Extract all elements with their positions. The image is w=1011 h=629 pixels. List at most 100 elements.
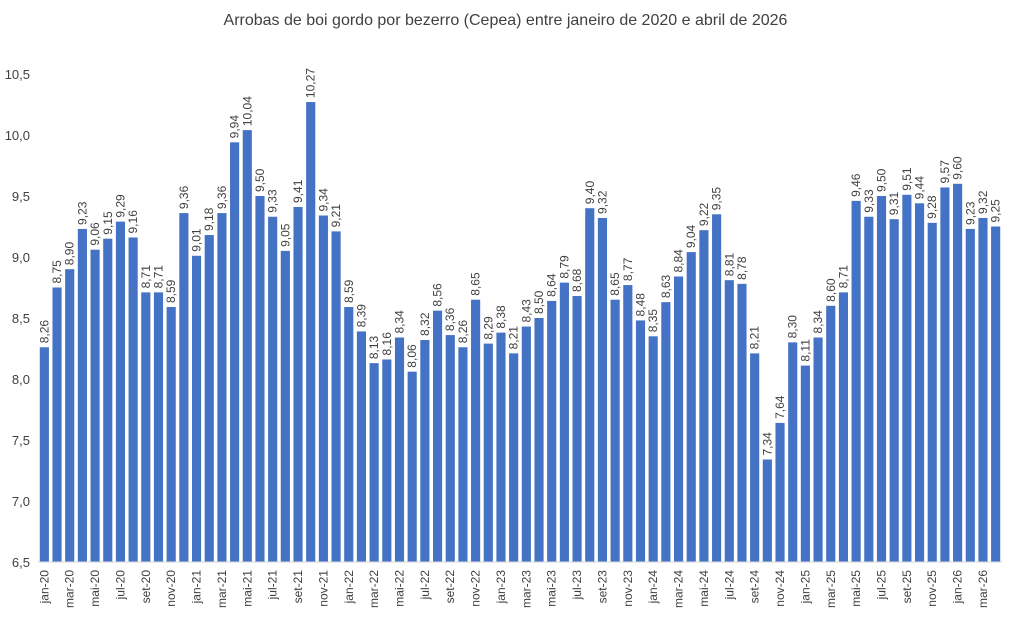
x-tick-label: mar-22 (367, 570, 381, 608)
data-label: 8,21 (507, 326, 521, 350)
data-label: 9,23 (75, 201, 89, 225)
bar (394, 337, 405, 562)
bar (128, 237, 138, 563)
bar (623, 285, 633, 562)
x-tick-label: jul-21 (266, 570, 280, 601)
data-label: 9,29 (113, 194, 127, 218)
x-tick-label: jul-22 (418, 570, 432, 601)
bar (673, 276, 684, 562)
data-label: 8,71 (836, 265, 850, 289)
chart-title: Arrobas de boi gordo por bezerro (Cepea)… (223, 12, 788, 29)
bar (242, 130, 252, 562)
data-label: 9,32 (595, 190, 609, 214)
data-label: 8,34 (811, 310, 825, 334)
x-tick-label: jul-25 (875, 570, 889, 601)
data-label: 9,60 (951, 156, 965, 180)
bar (280, 250, 290, 562)
data-label: 8,11 (798, 339, 812, 362)
data-label: 8,71 (139, 265, 153, 289)
bar (204, 235, 214, 563)
bar (191, 255, 202, 562)
data-label: 9,28 (925, 195, 939, 219)
x-tick-label: jul-23 (570, 570, 584, 601)
y-tick-label: 10,5 (5, 67, 30, 82)
bar (458, 347, 468, 562)
y-tick-label: 8,0 (12, 372, 30, 387)
bar (166, 307, 176, 562)
data-label: 9,31 (887, 191, 901, 215)
data-label: 9,15 (101, 211, 115, 235)
bar (813, 337, 823, 562)
bar (838, 292, 849, 562)
data-label: 9,44 (913, 176, 927, 200)
x-tick-label: mar-21 (215, 570, 229, 608)
bar (991, 226, 1001, 562)
x-tick-label: mar-24 (672, 570, 686, 608)
bar (750, 353, 760, 562)
x-tick-label: jan-25 (798, 570, 812, 605)
y-tick-label: 10,0 (5, 128, 30, 143)
x-tick-label: set-25 (900, 570, 914, 604)
bar (876, 196, 887, 562)
bar (724, 280, 734, 562)
data-label: 8,90 (63, 242, 77, 266)
data-label: 8,65 (608, 272, 622, 296)
data-label: 8,34 (393, 310, 407, 334)
x-tick-label: mai-25 (849, 570, 863, 607)
bar (331, 231, 341, 562)
bar (635, 320, 646, 562)
data-label: 8,06 (405, 344, 419, 368)
bar (737, 283, 747, 562)
bar (902, 194, 912, 562)
bar (521, 326, 531, 562)
data-label: 9,46 (849, 173, 863, 197)
y-tick-label: 7,5 (12, 433, 30, 448)
x-tick-label: nov-23 (621, 570, 635, 607)
bar (826, 305, 836, 562)
x-tick-label: jan-20 (37, 570, 51, 605)
data-label: 9,25 (989, 199, 1003, 223)
data-label: 9,23 (963, 201, 977, 225)
x-tick-label: mai-22 (393, 570, 407, 607)
x-tick-label: mai-24 (697, 570, 711, 607)
bar (293, 206, 303, 563)
bar (432, 310, 443, 562)
y-tick-label: 8,5 (12, 311, 30, 326)
bar (547, 300, 557, 562)
bar (914, 203, 925, 562)
x-tick-label: mar-25 (824, 570, 838, 608)
bar (572, 296, 582, 562)
data-label: 9,06 (88, 222, 102, 246)
data-label: 8,35 (646, 309, 660, 333)
bar (356, 331, 367, 562)
data-label: 8,29 (481, 316, 495, 340)
bar (978, 217, 988, 562)
y-tick-label: 9,0 (12, 250, 30, 265)
bar (77, 228, 87, 562)
data-label: 8,21 (748, 326, 762, 350)
data-label: 8,77 (621, 257, 635, 281)
bar (318, 215, 328, 562)
data-label: 8,26 (456, 320, 470, 344)
bar (407, 371, 417, 562)
bar (268, 216, 278, 563)
bar (965, 228, 975, 562)
x-tick-label: set-20 (139, 570, 153, 604)
data-label: 8,60 (824, 278, 838, 302)
x-tick-label: mai-23 (545, 570, 559, 607)
data-label: 8,30 (786, 315, 800, 339)
x-tick-label: jan-23 (494, 570, 508, 605)
bar (344, 307, 354, 562)
data-label: 8,13 (367, 335, 381, 359)
bar (559, 282, 569, 562)
x-tick-label: set-21 (291, 570, 305, 604)
x-tick-label: jan-21 (190, 570, 204, 605)
bar (445, 335, 455, 562)
bar (610, 299, 620, 562)
data-label: 8,65 (469, 272, 483, 296)
bar (509, 353, 519, 562)
data-label: 8,64 (545, 273, 559, 297)
data-label: 9,50 (875, 168, 889, 192)
